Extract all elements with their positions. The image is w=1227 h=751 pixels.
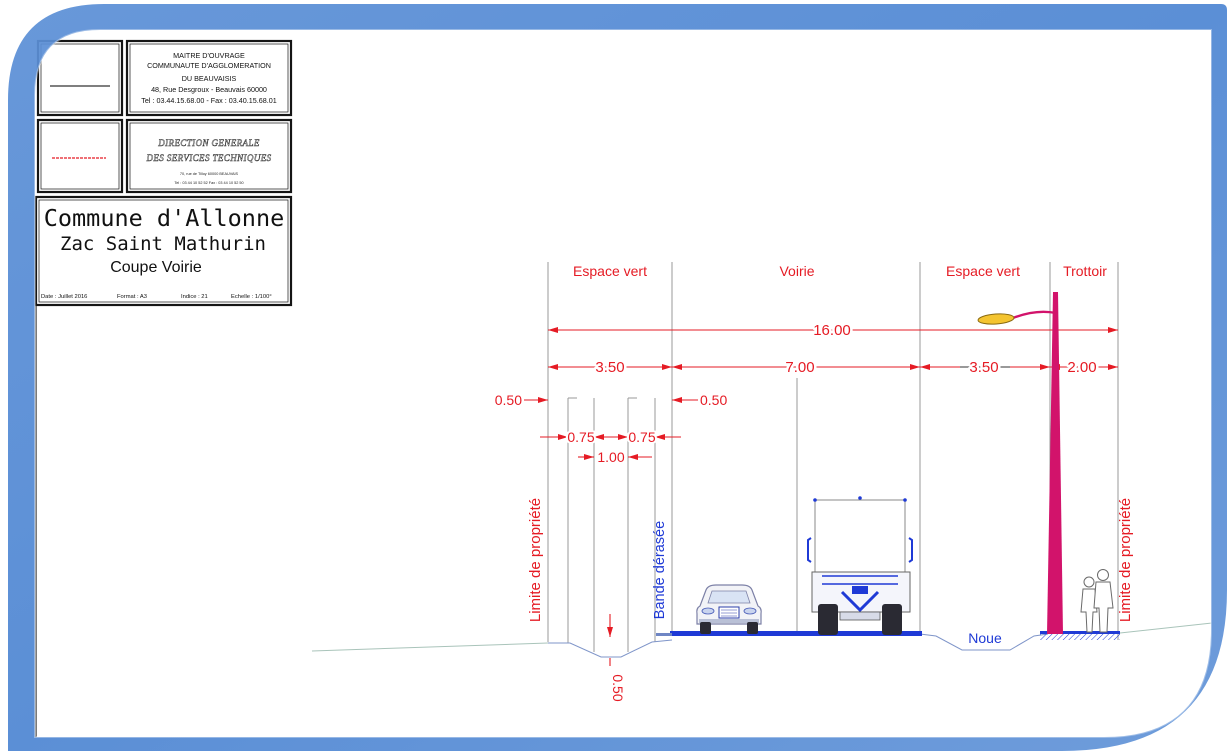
ground-profile (311, 622, 1213, 658)
dimensions: 16.00 3.50 7.00 3.50 2.00 0.50 0.50 0.75… (493, 320, 1118, 704)
natural-ground-line (311, 642, 549, 652)
direction-line: DES SERVICES TECHNIQUES (145, 153, 271, 163)
dimension-ditch-depth: 0.50 (610, 674, 626, 701)
title-block: MAITRE D'OUVRAGE COMMUNAUTE D'AGGLOMERAT… (34, 39, 293, 740)
zone-label-espace-vert-right: Espace vert (946, 263, 1020, 279)
dimension-ditch-slope-right: 0.75 (628, 429, 655, 445)
dimension-espace-vert-right: 3.50 (969, 359, 998, 376)
footer-date: Date : Juillet 2016 (41, 294, 87, 300)
project-commune: Commune d'Allonne (44, 204, 285, 232)
noue-profile (919, 633, 1049, 651)
dimension-voirie: 7.00 (785, 359, 814, 376)
ditch-extension-lines (567, 397, 656, 652)
annotation-limite-propriete-right: Limite de propriété (1117, 498, 1134, 622)
zone-label-voirie: Voirie (779, 263, 814, 279)
direction-line: DIRECTION GENERALE (157, 138, 260, 148)
section-extension-lines (547, 262, 1119, 652)
footer-format: Format : A3 (117, 294, 147, 300)
zone-label-espace-vert-left: Espace vert (573, 263, 647, 279)
roadway-surface (670, 631, 922, 636)
direction-logo-box (36, 118, 124, 194)
annotation-limite-propriete-left: Limite de propriété (527, 498, 544, 622)
blue-frame-highlight (34, 29, 1212, 738)
trottoir-surface (1040, 631, 1120, 634)
footer-indice: Indice : 21 (181, 294, 208, 300)
maitre-ouvrage-contact: Tel : 03.44.15.68.00 - Fax : 03.40.15.68… (141, 96, 276, 105)
direction-address: 70, rue de Tilloy 60000 BEAUVAIS (180, 172, 239, 176)
dimension-espace-vert-left: 3.50 (595, 359, 624, 376)
maitre-ouvrage-logo-box (36, 39, 124, 117)
dimension-total-width: 16.00 (813, 322, 851, 339)
annotation-bande-derasee: Bande dérasée (652, 521, 668, 619)
footer-echelle: Echelle : 1/100° (231, 294, 272, 300)
car-front-view (696, 584, 762, 634)
dimension-ditch-slope-left: 0.75 (567, 429, 594, 445)
pedestrians-figure (1080, 569, 1114, 633)
natural-ground-line (1119, 622, 1213, 634)
project-drawing-title: Coupe Voirie (110, 259, 202, 276)
project-box: Commune d'Allonne Zac Saint Mathurin Cou… (34, 195, 293, 307)
trottoir-hatch (1040, 634, 1120, 640)
dimension-offset-left: 0.50 (495, 392, 522, 408)
maitre-ouvrage-address: 48, Rue Desgroux - Beauvais 60000 (151, 85, 267, 94)
project-zac: Zac Saint Mathurin (60, 233, 266, 255)
direction-box: DIRECTION GENERALE DES SERVICES TECHNIQU… (125, 118, 293, 194)
maitre-ouvrage-box: MAITRE D'OUVRAGE COMMUNAUTE D'AGGLOMERAT… (125, 39, 293, 117)
maitre-ouvrage-line: COMMUNAUTE D'AGGLOMERATION (147, 61, 271, 70)
truck-front-view (807, 496, 913, 635)
street-lamp (977, 292, 1063, 634)
direction-contact: Tel : 03 44 10 52 52 Fax : 03 44 10 52 5… (174, 181, 243, 185)
bande-derasee-surface (656, 633, 672, 636)
zone-labels: Espace vert Voirie Espace vert Trottoir (573, 263, 1107, 279)
dimension-trottoir: 2.00 (1067, 359, 1096, 376)
annotation-noue: Noue (968, 630, 1002, 646)
zone-label-trottoir: Trottoir (1063, 263, 1107, 279)
dimension-offset-right: 0.50 (700, 392, 727, 408)
ditch-profile-left (548, 639, 673, 658)
maitre-ouvrage-line: MAITRE D'OUVRAGE (173, 51, 245, 60)
maitre-ouvrage-line: DU BEAUVAISIS (182, 74, 237, 83)
dimension-ditch-bottom: 1.00 (597, 449, 624, 465)
